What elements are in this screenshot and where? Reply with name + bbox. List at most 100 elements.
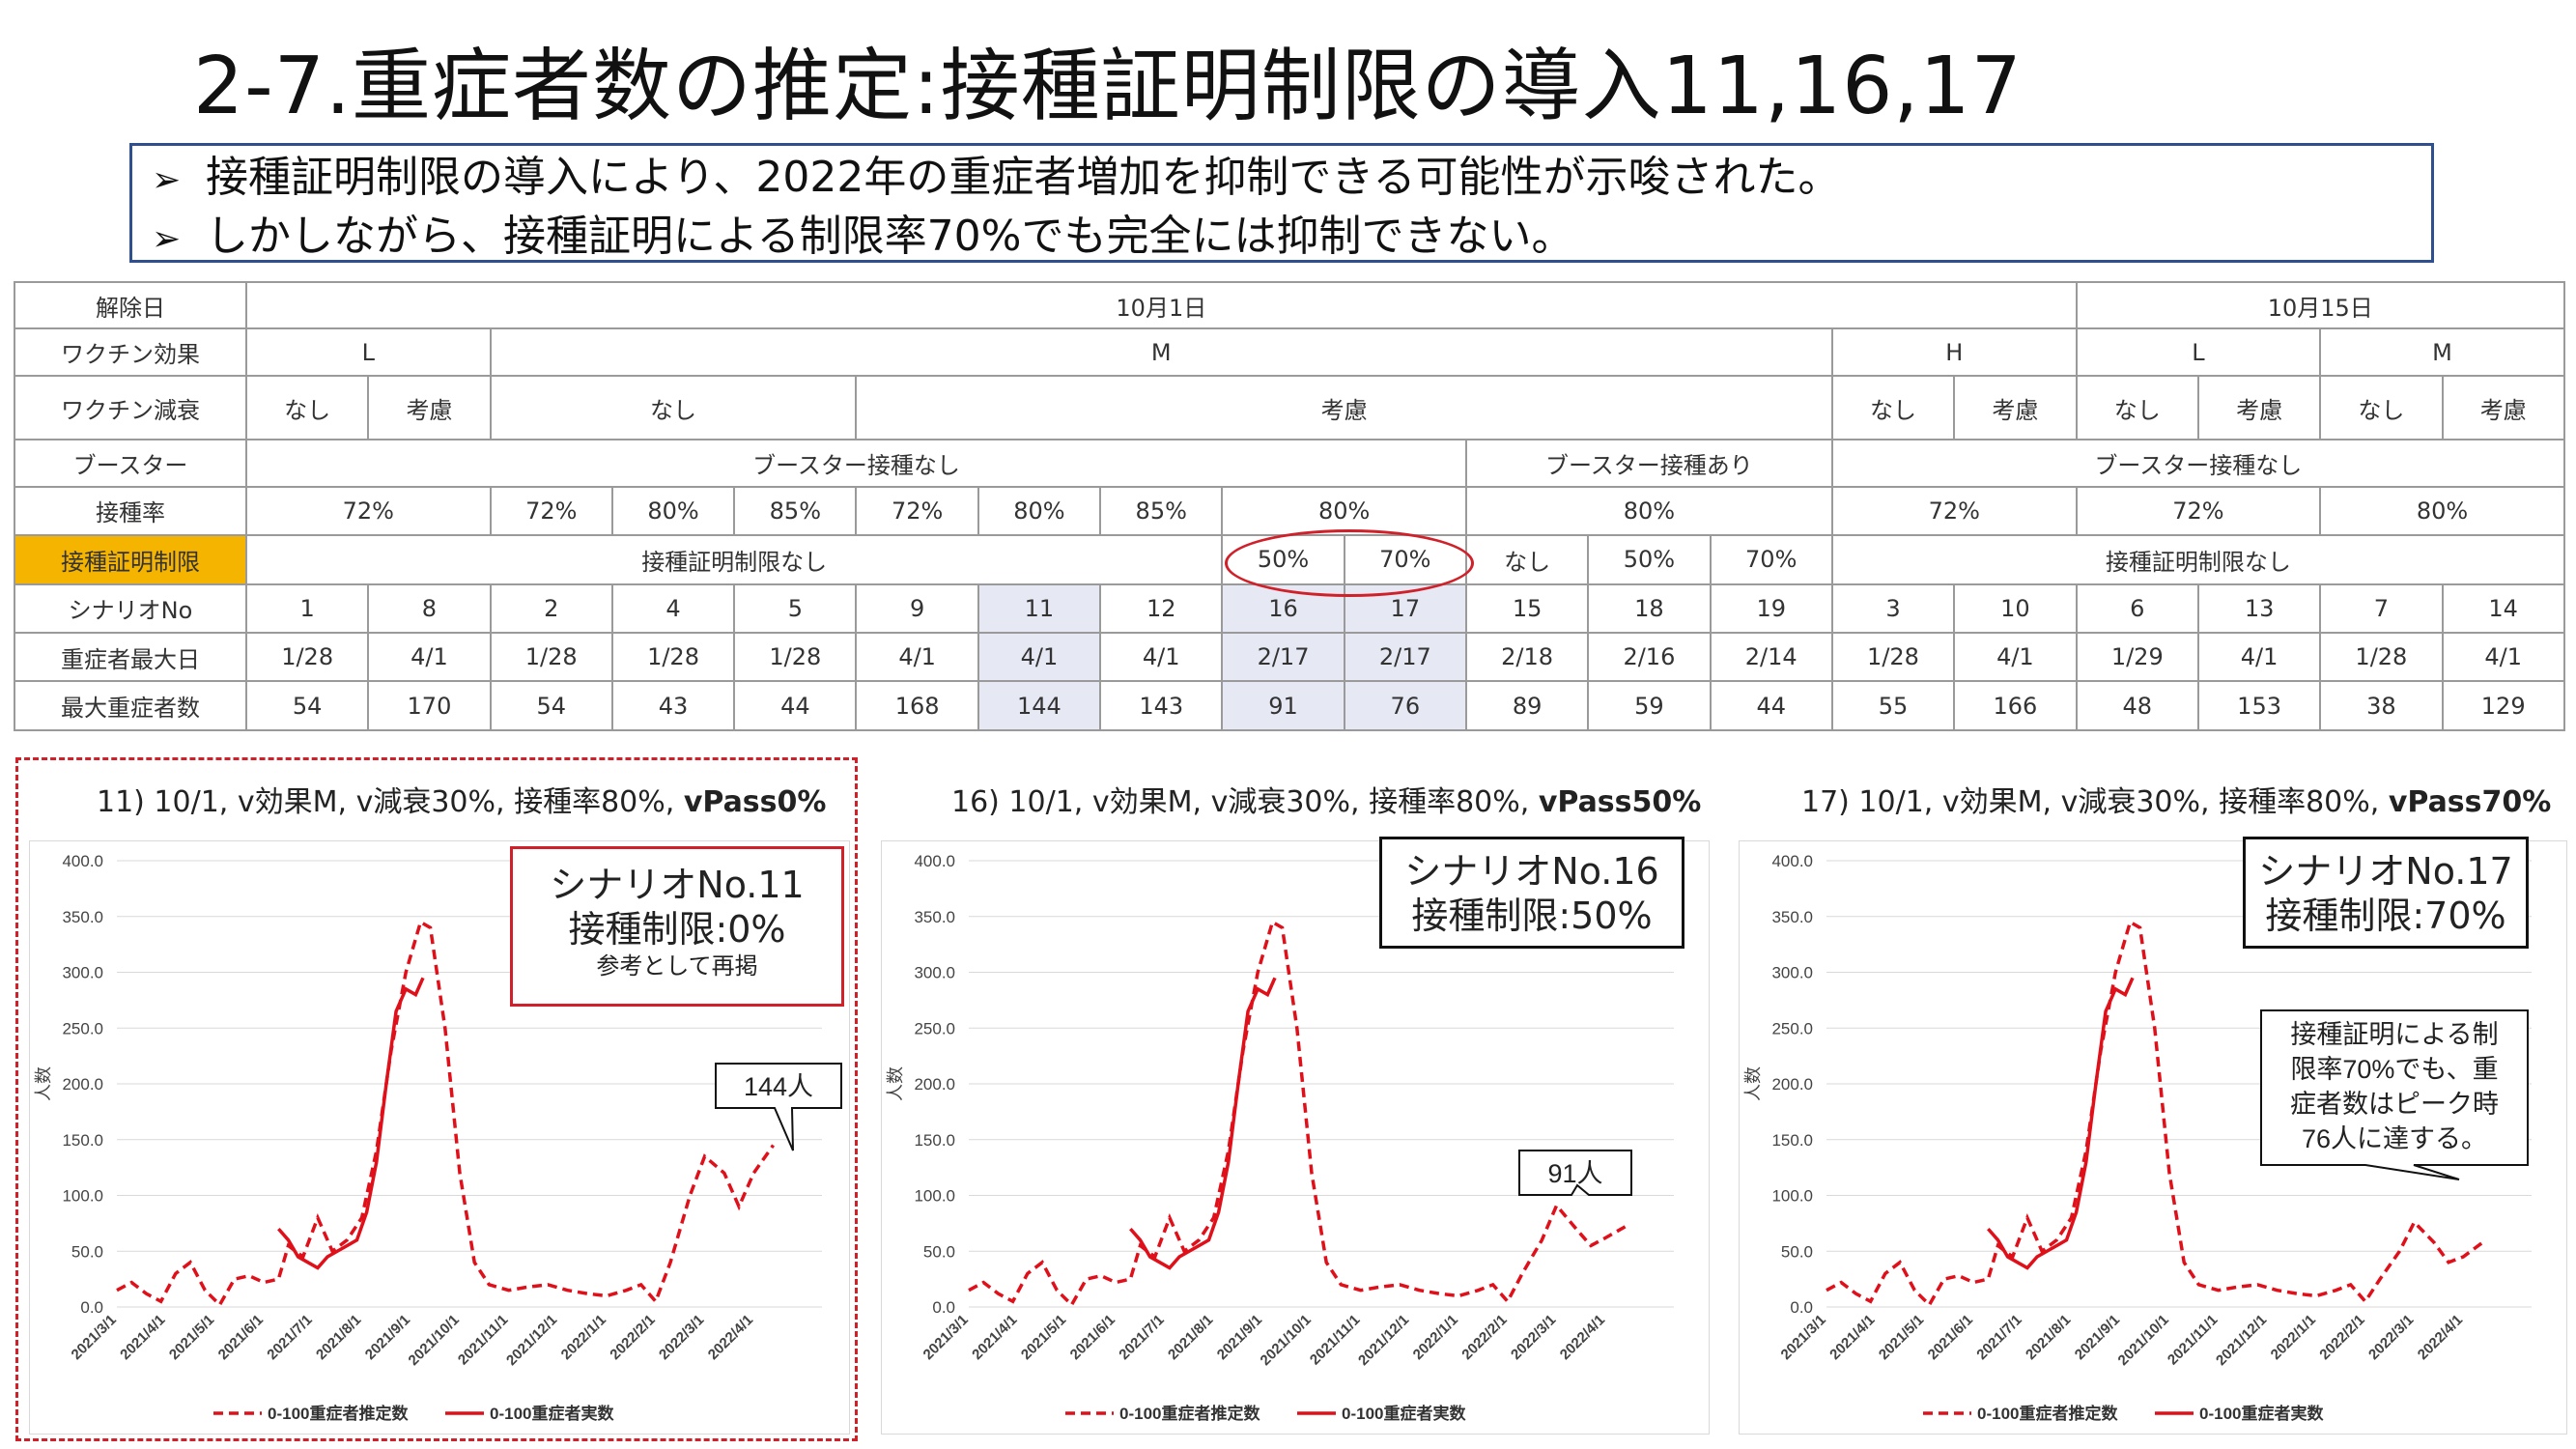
panel-title-bold: vPass50%	[1538, 785, 1702, 819]
y-tick-label: 150.0	[1771, 1131, 1813, 1150]
rate-cell: 80%	[2319, 485, 2565, 537]
panel-title-text: 17) 10/1, v効果M, v減衰30%, 接種率80%,	[1801, 785, 2389, 819]
table-row: ワクチン減衰 なし 考慮 なし 考慮 なし 考慮 なし 考慮 なし 考慮	[14, 374, 2565, 441]
x-tick-label: 2021/11/1	[455, 1312, 512, 1369]
rate-cell: 85%	[1099, 485, 1224, 537]
peak-cell: 168	[855, 680, 979, 731]
x-tick-label: 2022/3/1	[656, 1312, 707, 1363]
x-tick-label: 2021/6/1	[1067, 1312, 1118, 1363]
x-tick-label: 2021/7/1	[264, 1312, 315, 1363]
decay-cell: なし	[2075, 374, 2199, 441]
peak-cell: 54	[244, 680, 370, 731]
y-axis-label: 人数	[34, 1066, 53, 1101]
x-tick-label: 2021/10/1	[406, 1312, 463, 1369]
y-tick-label: 300.0	[1771, 964, 1813, 982]
y-tick-label: 50.0	[71, 1242, 103, 1261]
scenario-cell: 5	[733, 582, 858, 635]
callout-label: 144人	[744, 1072, 813, 1101]
x-tick-label: 2021/11/1	[1307, 1312, 1364, 1369]
x-tick-label: 2022/1/1	[558, 1312, 609, 1363]
table-row: 接種率 72% 72% 80% 85% 72% 80% 85% 80% 80% …	[14, 485, 2565, 537]
cert-cell: なし	[1464, 534, 1590, 585]
y-tick-label: 400.0	[1771, 852, 1813, 870]
peak-cell: 44	[733, 680, 858, 731]
x-tick-label: 2021/11/1	[2165, 1312, 2222, 1369]
y-tick-label: 250.0	[914, 1019, 955, 1037]
rate-cell: 72%	[2075, 485, 2322, 537]
x-tick-label: 2022/3/1	[2365, 1312, 2417, 1363]
scenario-note: 参考として再掲	[596, 952, 758, 980]
peakday-cell: 2/16	[1587, 632, 1712, 683]
peakday-cell: 1/28	[2319, 632, 2444, 683]
x-tick-label: 2021/12/1	[2213, 1312, 2270, 1369]
y-tick-label: 350.0	[914, 908, 955, 926]
summary-text-2: しかしながら、接種証明による制限率70%でも完全には抑制できない。	[206, 212, 1574, 261]
scenario-box-17: シナリオNo.17 接種制限:70%	[2243, 837, 2529, 949]
series-actual-line	[277, 977, 425, 1270]
panel-title-bold: vPass70%	[2388, 785, 2552, 819]
series-actual-line	[1129, 977, 1277, 1270]
table-row: 重症者最大日 1/28 4/1 1/28 1/28 1/28 4/1 4/1 4/1 2/17 2…	[14, 632, 2565, 683]
x-tick-label: 2021/4/1	[117, 1312, 168, 1363]
x-tick-label: 2021/8/1	[1165, 1312, 1216, 1363]
booster-cell: ブースター接種なし	[1830, 439, 2565, 488]
panel-11-dashed-frame	[15, 757, 858, 1441]
release-oct15: 10月15日	[2075, 280, 2565, 330]
peakday-cell: 1/28	[610, 632, 736, 683]
y-tick-label: 150.0	[62, 1131, 103, 1150]
chart-panel-17: 0.0 50.0 100.0 150.0 200.0 250.0 300.0 350.0 400…	[1739, 840, 2567, 1435]
decay-cell: なし	[2319, 374, 2444, 441]
y-tick-label: 50.0	[923, 1242, 955, 1261]
x-tick-label: 2021/5/1	[1876, 1312, 1927, 1363]
rate-cell: 85%	[733, 485, 858, 537]
y-tick-label: 0.0	[80, 1298, 103, 1317]
x-tick-label: 2022/4/1	[2415, 1312, 2466, 1363]
decay-cell: 考慮	[367, 374, 492, 441]
scenario-cell: 1	[244, 582, 370, 635]
row-label-rate: 接種率	[14, 485, 247, 537]
scenario-number: シナリオNo.16	[1404, 850, 1659, 893]
y-tick-label: 100.0	[1771, 1187, 1813, 1206]
y-tick-label: 350.0	[62, 908, 103, 926]
rate-cell: 72%	[489, 485, 613, 537]
decay-cell: なし	[489, 374, 858, 441]
rate-cell: 80%	[977, 485, 1102, 537]
callout-box	[2260, 1009, 2529, 1180]
peakday-cell: 1/28	[733, 632, 858, 683]
peakday-cell: 4/1	[367, 632, 492, 683]
y-tick-label: 200.0	[1771, 1075, 1813, 1094]
callout-label: 91人	[1547, 1159, 1602, 1188]
x-tick-label: 2021/4/1	[969, 1312, 1020, 1363]
decay-cell: なし	[1830, 374, 1956, 441]
x-tick-label: 2021/6/1	[215, 1312, 267, 1363]
callout-box	[715, 1063, 842, 1151]
y-tick-label: 250.0	[62, 1019, 103, 1037]
y-tick-label: 300.0	[62, 964, 103, 982]
effect-cell: H	[1830, 327, 2078, 377]
x-tick-label: 2021/5/1	[1018, 1312, 1069, 1363]
table-row: ワクチン効果 L M H L M	[14, 327, 2565, 377]
booster-cell: ブースター接種あり	[1464, 439, 1833, 488]
x-tick-label: 2021/6/1	[1925, 1312, 1976, 1363]
y-tick-label: 50.0	[1781, 1242, 1813, 1261]
highlight-ellipse	[1225, 529, 1474, 597]
x-tick-label: 2021/3/1	[1778, 1312, 1829, 1363]
y-axis-label: 人数	[1743, 1066, 1763, 1101]
peak-cell: 129	[2441, 680, 2565, 731]
panel-title-text: 11) 10/1, v効果M, v減衰30%, 接種率80%,	[97, 785, 684, 819]
peakday-cell: 4/1	[1953, 632, 2078, 683]
peak-cell: 91	[1221, 680, 1345, 731]
x-tick-label: 2022/2/1	[607, 1312, 658, 1363]
peakday-cell: 4/1	[855, 632, 979, 683]
scenario-cell: 10	[1953, 582, 2078, 635]
panel-title-11: 11) 10/1, v効果M, v減衰30%, 接種率80%, vPass0%	[97, 778, 826, 820]
rate-cell: 80%	[1464, 485, 1833, 537]
peakday-cell: 4/1	[2196, 632, 2322, 683]
x-tick-label: 2021/3/1	[69, 1312, 120, 1363]
peak-cell: 76	[1343, 680, 1467, 731]
rate-cell: 72%	[245, 485, 492, 537]
row-label-booster: ブースター	[14, 439, 247, 488]
scenario-cell: 13	[2196, 582, 2322, 635]
y-tick-label: 350.0	[1771, 908, 1813, 926]
peak-cell: 144	[977, 680, 1102, 731]
